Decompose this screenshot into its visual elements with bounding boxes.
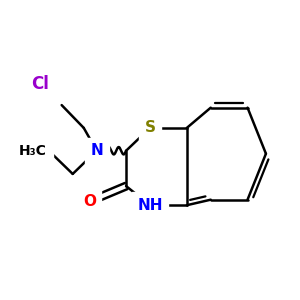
Text: N: N xyxy=(90,143,103,158)
Text: Cl: Cl xyxy=(31,76,49,94)
Text: H₃C: H₃C xyxy=(19,144,47,158)
Text: S: S xyxy=(145,120,155,135)
Text: O: O xyxy=(83,194,96,209)
Text: NH: NH xyxy=(137,198,163,213)
